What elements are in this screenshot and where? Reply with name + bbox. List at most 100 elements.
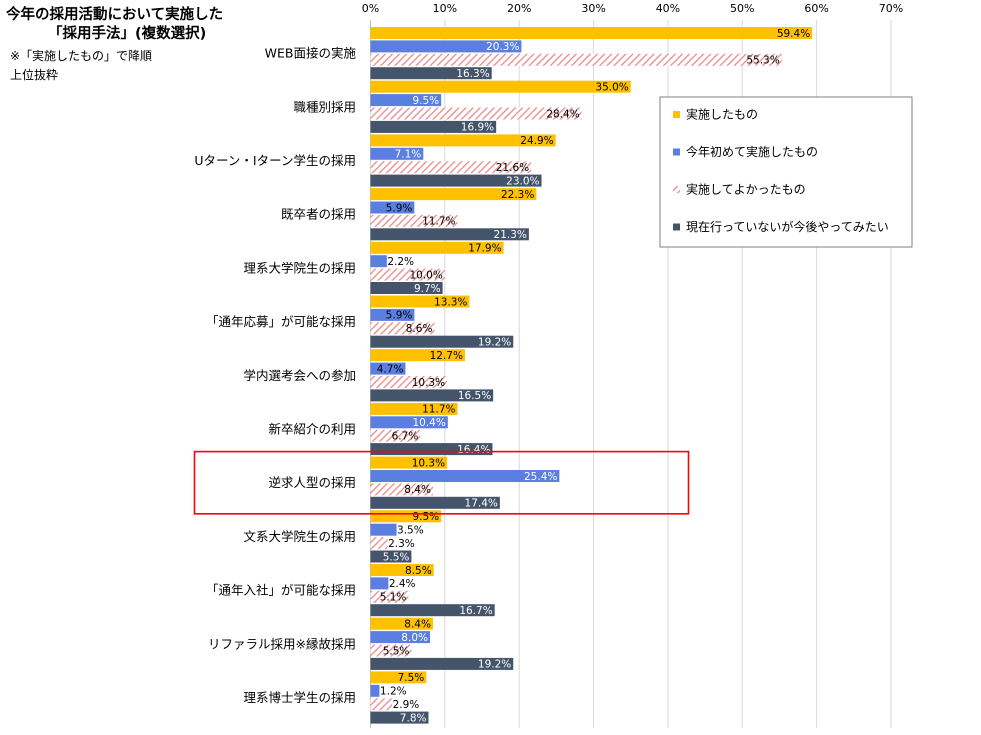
bar [370,416,448,429]
bar [370,711,429,724]
bar [370,349,465,362]
bar [370,483,433,496]
data-label: 17.4% [465,498,498,510]
bars [370,27,813,724]
bar [370,698,393,711]
chart-note-line-2: 上位抜粋 [10,68,59,82]
category-label: 理系大学院生の採用 [243,260,356,275]
data-label: 19.2% [478,337,511,349]
data-label: 11.7% [422,404,455,416]
data-label: 5.1% [380,592,407,604]
data-label: 55.3% [746,55,779,67]
bar [370,684,380,697]
category-label: 文系大学院生の採用 [243,529,356,544]
data-label: 16.7% [459,605,492,617]
data-label: 13.3% [434,296,467,308]
data-label: 2.3% [388,538,415,550]
bar [370,174,542,187]
bar [370,376,448,388]
x-tick-label: 40% [656,2,680,15]
data-label: 16.9% [461,122,494,134]
data-label: 5.9% [386,310,413,322]
data-label: 35.0% [595,82,628,94]
legend-label: 実施したもの [686,107,758,122]
x-axis-ticks: 0% 10% 20% 30% 40% 50% 60% 70% [362,2,903,15]
legend-label: 今年初めて実施したもの [686,144,818,159]
bar [370,644,412,657]
data-label: 6.7% [392,431,419,443]
bar [370,295,470,308]
legend-label: 現在行っていないが今後やってみたい [686,219,889,234]
bar [370,228,529,241]
category-label: 既卒者の採用 [281,207,356,222]
bar [370,241,504,254]
category-label: 「通年入社」が可能な採用 [206,583,356,598]
bar [370,402,458,415]
legend: 実施したもの今年初めて実施したもの実施してよかったもの現在行っていないが今後やっ… [659,96,913,248]
bar [370,282,443,294]
data-label: 8.4% [404,619,431,631]
category-label: 「通年応募」が可能な採用 [206,314,356,329]
data-label: 2.4% [389,578,416,590]
bar [370,362,406,375]
legend-box [659,96,913,248]
bar [370,201,415,214]
bar [370,134,556,147]
data-label: 4.7% [377,363,404,375]
chart-title-line-2: 「採用手法」(複数選択) [48,26,207,42]
legend-label: 実施してよかったもの [686,182,806,197]
bar [370,147,424,160]
data-label: 9.5% [412,511,439,523]
data-label: 9.5% [412,95,439,107]
data-label: 21.3% [494,229,527,241]
data-label: 23.0% [506,175,539,187]
data-label: 16.4% [457,444,490,456]
x-tick-label: 70% [879,2,903,15]
data-label: 11.7% [422,216,455,228]
data-label: 5.5% [383,645,410,657]
data-label: 16.5% [458,390,491,402]
data-label: 8.0% [401,632,428,644]
bar [370,214,458,227]
bar [370,188,537,201]
category-label: 学内選考会への参加 [243,368,356,383]
chart-title-line-1: 今年の採用活動において実施した [6,7,224,23]
bar [370,322,435,335]
category-label: 理系博士学生の採用 [243,690,356,705]
data-label: 24.9% [520,135,553,147]
data-label: 8.4% [404,484,431,496]
category-label: WEB面接の実施 [265,46,357,61]
data-label: 28.4% [546,108,579,120]
bar [370,308,415,321]
data-label: 21.6% [496,162,529,174]
bar [370,537,388,550]
bar [370,107,582,120]
data-label: 25.4% [524,471,557,483]
x-tick-label: 50% [730,2,754,15]
bar [370,523,397,536]
bar [370,657,514,670]
data-label: 22.3% [501,189,534,201]
data-label: 17.9% [468,243,501,255]
highlight-rect [193,450,690,515]
data-label: 2.9% [393,699,420,711]
bar [370,255,387,268]
data-label: 59.4% [777,28,810,40]
chart-note-line-1: ※「実施したもの」で降順 [10,49,153,63]
bar [370,94,442,107]
bar [370,67,492,80]
data-label: 16.3% [456,68,489,80]
data-label: 10.3% [412,457,445,469]
data-label: 2.2% [387,256,414,268]
data-label: 7.1% [395,149,422,161]
category-label: 逆求人型の採用 [268,475,356,490]
category-label: Uターン・Iターン学生の採用 [194,153,356,168]
bar [370,456,448,469]
bar [370,671,427,684]
bar [370,53,782,66]
data-label: 12.7% [430,350,463,362]
x-tick-label: 60% [804,2,828,15]
data-label: 8.5% [405,565,432,577]
data-labels: 59.4% 20.3% 55.3% 16.3% 35.0% 9.5% 28.4% 16.9% 2… [377,28,810,725]
